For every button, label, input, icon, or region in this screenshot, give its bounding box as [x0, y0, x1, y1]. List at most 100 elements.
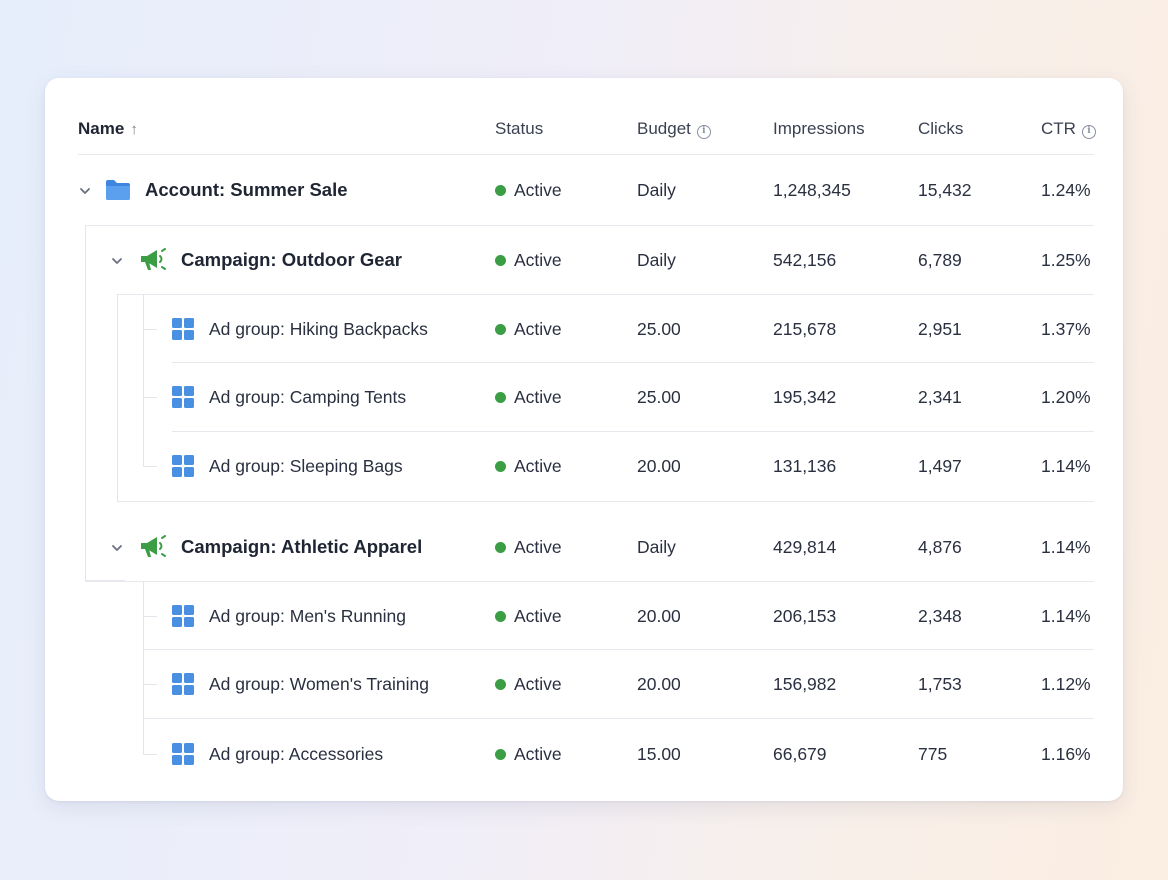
ctr-value: 1.14%: [1041, 537, 1091, 557]
row-divider: [143, 718, 1094, 719]
column-header-ctr[interactable]: CTR i: [1041, 118, 1096, 140]
hierarchy-table: Name ↑ Status Budget i Impressions Clicks …: [45, 78, 1123, 801]
chevron-down-icon[interactable]: [110, 254, 124, 268]
row-name[interactable]: Ad group: Sleeping Bags: [209, 456, 403, 476]
impressions-value: 429,814: [773, 537, 837, 557]
column-header-budget[interactable]: Budget i: [637, 118, 711, 140]
budget-value: Daily: [637, 250, 676, 270]
status-dot: [495, 542, 506, 553]
row-divider: [172, 431, 1094, 432]
status-text: Active: [514, 180, 562, 200]
column-header-clicks[interactable]: Clicks: [918, 119, 964, 138]
status-dot: [495, 611, 506, 622]
status-text: Active: [514, 456, 562, 476]
ctr-value: 1.37%: [1041, 319, 1091, 339]
clicks-value: 4,876: [918, 537, 962, 557]
tree-guide-line: [85, 580, 125, 581]
info-icon[interactable]: i: [696, 125, 711, 139]
ad-group-grid-icon: [172, 455, 194, 477]
ctr-value: 1.25%: [1041, 250, 1091, 270]
tree-guide-tick: [143, 329, 157, 330]
impressions-value: 1,248,345: [773, 180, 851, 200]
tree-guide-tick: [143, 466, 157, 467]
budget-value: 25.00: [637, 319, 681, 339]
ctr-value: 1.14%: [1041, 456, 1091, 476]
row-name[interactable]: Ad group: Accessories: [209, 744, 384, 764]
impressions-value: 195,342: [773, 387, 837, 407]
tree-guide-tick: [143, 754, 157, 755]
ctr-value: 1.24%: [1041, 180, 1091, 200]
status-dot: [495, 461, 506, 472]
tree-guide-tick: [143, 397, 157, 398]
tree-guide-line: [85, 225, 86, 581]
row-name[interactable]: Ad group: Men's Running: [209, 606, 406, 626]
impressions-value: 542,156: [773, 250, 837, 270]
column-header-name[interactable]: Name ↑: [78, 119, 138, 138]
status-text: Active: [514, 674, 562, 694]
ad-group-grid-icon: [172, 605, 194, 627]
status-dot: [495, 749, 506, 760]
row-divider: [117, 501, 1094, 502]
status-text: Active: [514, 606, 562, 626]
status-text: Active: [514, 744, 562, 764]
clicks-value: 2,341: [918, 387, 962, 407]
tree-guide-line: [117, 501, 147, 502]
row-divider: [117, 294, 1094, 295]
status-text: Active: [514, 387, 562, 407]
megaphone-icon: [141, 248, 166, 270]
budget-value: 20.00: [637, 674, 681, 694]
status-dot: [495, 185, 506, 196]
ad-group-grid-icon: [172, 673, 194, 695]
ctr-value: 1.12%: [1041, 674, 1091, 694]
impressions-value: 156,982: [773, 674, 837, 694]
row-divider: [172, 362, 1094, 363]
row-name[interactable]: Campaign: Outdoor Gear: [181, 249, 402, 270]
ad-group-grid-icon: [172, 743, 194, 765]
folder-icon: [106, 180, 130, 200]
status-text: Active: [514, 250, 562, 270]
status-text: Active: [514, 537, 562, 557]
ad-group-grid-icon: [172, 386, 194, 408]
row-divider: [143, 649, 1094, 650]
chevron-down-icon[interactable]: [78, 184, 92, 198]
status-dot: [495, 324, 506, 335]
ctr-value: 1.14%: [1041, 606, 1091, 626]
row-divider: [85, 581, 1094, 582]
impressions-value: 215,678: [773, 319, 837, 339]
info-icon[interactable]: i: [1081, 125, 1096, 139]
status-dot: [495, 392, 506, 403]
clicks-value: 6,789: [918, 250, 962, 270]
budget-value: 15.00: [637, 744, 681, 764]
impressions-value: 131,136: [773, 456, 837, 476]
column-header-impressions[interactable]: Impressions: [773, 119, 865, 138]
clicks-value: 15,432: [918, 180, 972, 200]
impressions-value: 66,679: [773, 744, 827, 764]
row-name[interactable]: Ad group: Hiking Backpacks: [209, 319, 428, 339]
chevron-down-icon[interactable]: [110, 541, 124, 555]
clicks-value: 2,348: [918, 606, 962, 626]
ctr-value: 1.16%: [1041, 744, 1091, 764]
status-text: Active: [514, 319, 562, 339]
column-header-status[interactable]: Status: [495, 119, 544, 138]
tree-guide-tick: [143, 616, 157, 617]
ctr-value: 1.20%: [1041, 387, 1091, 407]
row-name[interactable]: Ad group: Camping Tents: [209, 387, 407, 407]
row-name[interactable]: Account: Summer Sale: [145, 179, 348, 200]
megaphone-icon: [141, 535, 166, 557]
budget-value: 25.00: [637, 387, 681, 407]
sort-ascending-icon[interactable]: ↑: [130, 121, 138, 138]
status-dot: [495, 679, 506, 690]
clicks-value: 775: [918, 744, 948, 764]
clicks-value: 2,951: [918, 319, 962, 339]
tree-guide-line: [143, 581, 144, 754]
row-name[interactable]: Ad group: Women's Training: [209, 674, 429, 694]
budget-value: Daily: [637, 537, 676, 557]
budget-value: 20.00: [637, 606, 681, 626]
clicks-value: 1,753: [918, 674, 962, 694]
tree-guide-tick: [143, 684, 157, 685]
impressions-value: 206,153: [773, 606, 837, 626]
row-name[interactable]: Campaign: Athletic Apparel: [181, 536, 423, 557]
tree-guide-line: [143, 294, 144, 466]
status-dot: [495, 255, 506, 266]
clicks-value: 1,497: [918, 456, 962, 476]
